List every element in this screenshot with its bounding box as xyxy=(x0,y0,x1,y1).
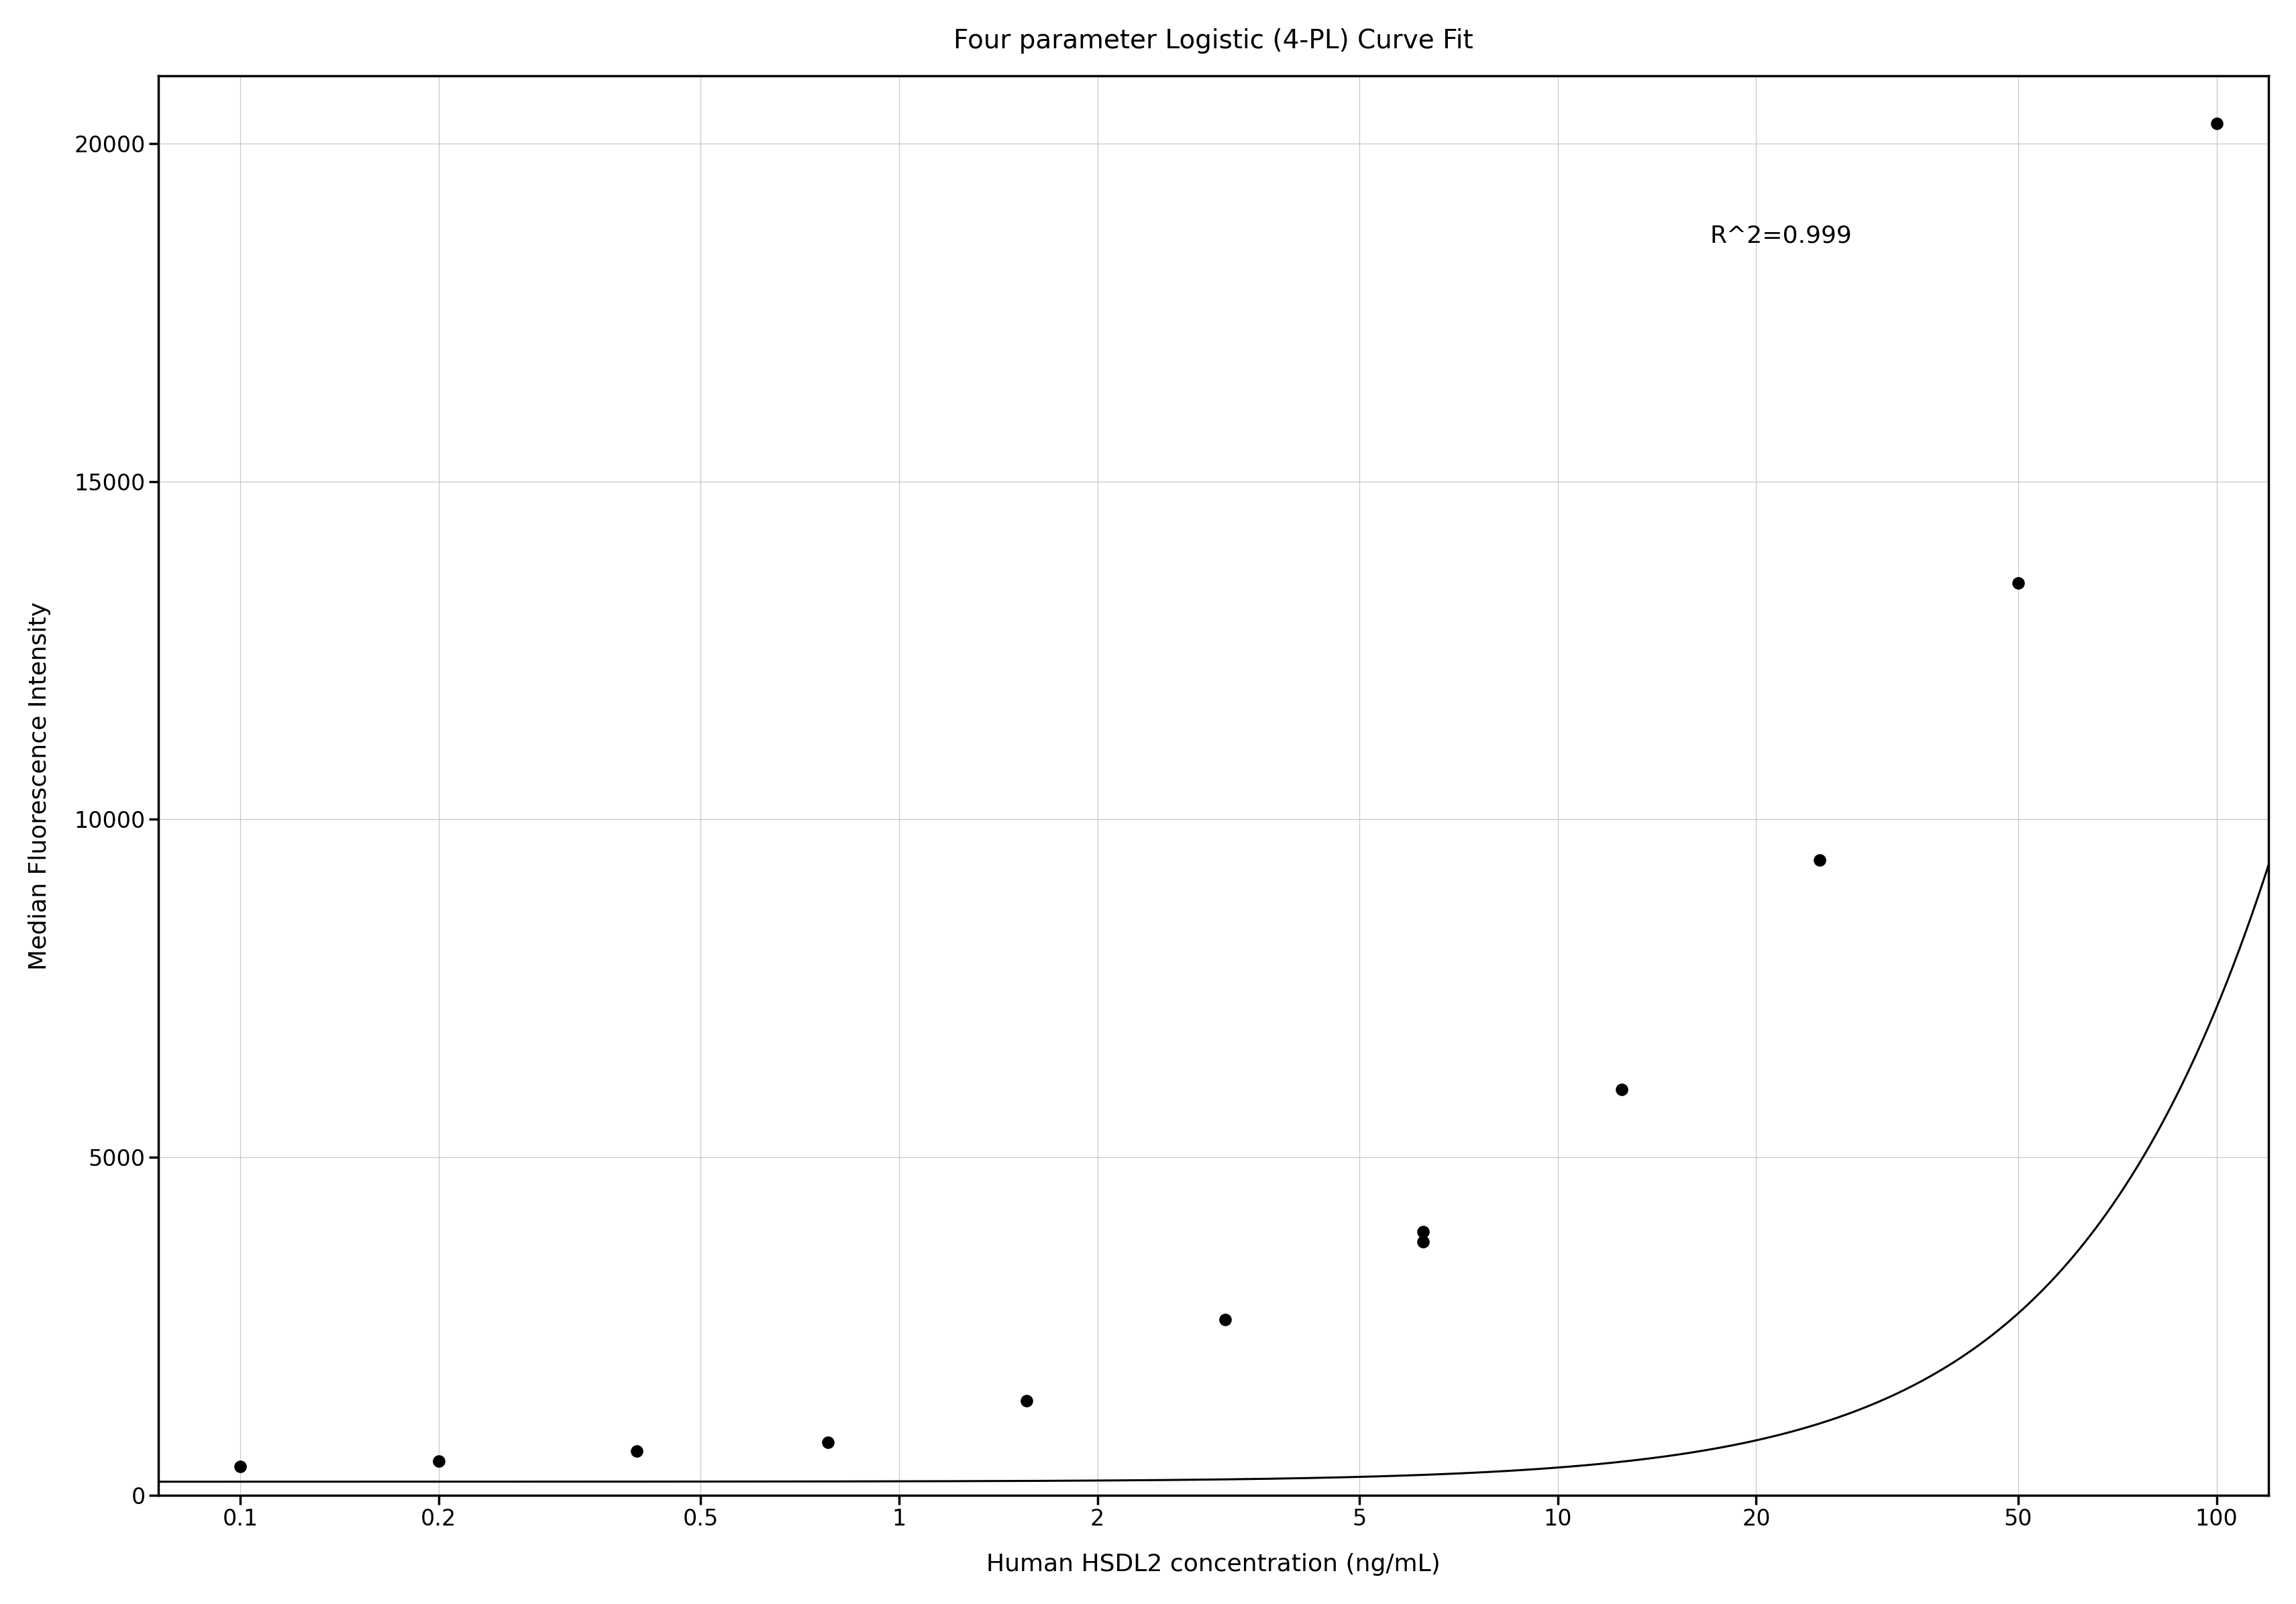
Point xyxy=(2000,569,2037,595)
Point xyxy=(1405,1229,1442,1254)
Text: R^2=0.999: R^2=0.999 xyxy=(1708,225,1851,247)
Title: Four parameter Logistic (4-PL) Curve Fit: Four parameter Logistic (4-PL) Curve Fit xyxy=(953,27,1472,53)
X-axis label: Human HSDL2 concentration (ng/mL): Human HSDL2 concentration (ng/mL) xyxy=(985,1553,1440,1577)
Point xyxy=(420,1448,457,1474)
Point xyxy=(1008,1387,1045,1413)
Point xyxy=(1603,1076,1639,1102)
Point xyxy=(2197,111,2234,136)
Point xyxy=(1405,1219,1442,1245)
Point xyxy=(1800,847,1837,873)
Point xyxy=(223,1453,259,1479)
Point xyxy=(810,1429,847,1455)
Point xyxy=(1205,1307,1242,1333)
Y-axis label: Median Fluorescence Intensity: Median Fluorescence Intensity xyxy=(28,602,51,970)
Point xyxy=(618,1439,654,1464)
